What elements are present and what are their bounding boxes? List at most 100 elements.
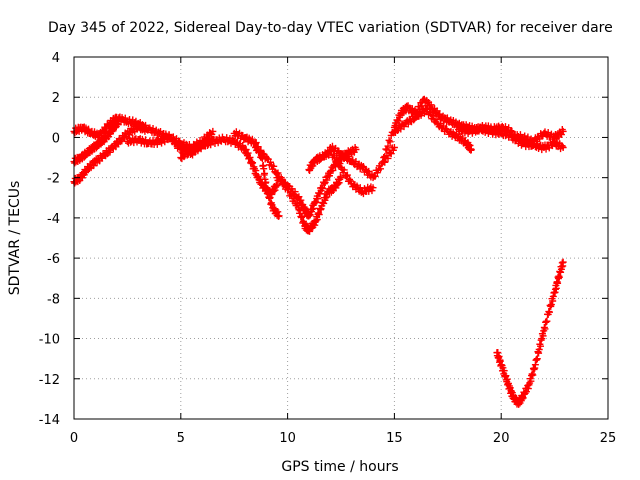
data-point	[343, 171, 351, 179]
data-point	[521, 132, 529, 140]
data-point	[429, 112, 437, 120]
data-point	[336, 160, 344, 168]
data-point	[380, 154, 388, 162]
data-point	[261, 169, 269, 177]
data-point	[529, 371, 537, 379]
data-point	[270, 162, 278, 170]
data-point	[346, 175, 354, 183]
data-point	[259, 150, 267, 158]
satellite-track-15	[493, 258, 567, 408]
x-tick-label: 10	[279, 431, 296, 446]
data-point	[197, 143, 205, 151]
data-point	[323, 176, 331, 184]
x-axis-label: GPS time / hours	[281, 459, 398, 475]
data-point	[543, 317, 551, 325]
data-point	[383, 146, 391, 154]
data-point	[209, 127, 217, 135]
data-point	[559, 144, 567, 151]
data-point	[142, 124, 150, 132]
data-point	[356, 184, 364, 192]
data-point	[291, 188, 299, 196]
y-axis-label: SDTVAR / TECUs	[7, 181, 23, 296]
data-point	[501, 123, 509, 131]
data-point	[248, 135, 256, 143]
data-point	[274, 169, 282, 177]
plot-frame	[73, 56, 609, 420]
x-tick-label: 25	[600, 431, 617, 446]
data-point	[186, 149, 194, 157]
x-tick-label: 15	[386, 431, 403, 446]
y-tick-label: -8	[47, 292, 60, 307]
data-point	[232, 128, 240, 136]
data-point	[386, 138, 394, 146]
y-tick-label: -4	[47, 212, 60, 227]
satellite-track-9	[305, 146, 377, 198]
satellite-track-3	[70, 117, 123, 167]
data-point	[418, 102, 426, 110]
satellite-track-2	[70, 122, 151, 187]
data-point	[559, 127, 567, 135]
data-point	[106, 148, 114, 156]
y-tick-label: -6	[47, 252, 60, 267]
data-point	[559, 258, 567, 266]
satellite-track-8	[273, 143, 360, 220]
data-point	[329, 166, 337, 174]
data-point	[400, 123, 408, 131]
data-point	[384, 142, 392, 150]
data-point	[249, 159, 257, 167]
data-point	[542, 145, 550, 153]
data-point	[377, 165, 385, 173]
data-point	[467, 146, 475, 154]
data-point	[369, 184, 377, 192]
data-point	[558, 142, 566, 150]
grid-lines	[74, 57, 608, 419]
data-point	[340, 166, 348, 174]
y-tick-label: -2	[47, 172, 60, 187]
data-point	[545, 308, 553, 316]
data-point	[142, 136, 150, 144]
data-point	[381, 152, 389, 160]
data-point	[315, 211, 323, 219]
satellite-track-14	[508, 132, 567, 154]
data-point	[273, 182, 281, 190]
y-tick-label: -14	[39, 413, 60, 428]
data-point	[381, 158, 389, 166]
data-point	[275, 212, 283, 220]
data-point	[544, 129, 552, 137]
y-tick-label: -12	[39, 373, 60, 388]
data-point	[432, 115, 440, 123]
data-point	[166, 133, 174, 141]
satellite-track-12	[390, 104, 475, 154]
data-point	[254, 143, 262, 151]
x-tick-label: 0	[70, 431, 78, 446]
x-tick-label: 20	[493, 431, 510, 446]
data-point	[390, 144, 398, 151]
data-point	[115, 117, 123, 125]
data-point	[385, 136, 393, 144]
data-point	[319, 184, 327, 192]
data-point	[143, 125, 151, 133]
data-point	[537, 342, 545, 350]
data-point	[158, 139, 166, 147]
data-point	[337, 174, 345, 182]
data-point	[173, 139, 181, 147]
data-point	[554, 279, 562, 287]
data-point	[390, 127, 398, 135]
y-tick-label: -10	[39, 333, 60, 348]
data-point	[239, 141, 247, 149]
series-layer	[70, 95, 567, 408]
data-point	[266, 194, 274, 202]
data-point	[320, 180, 328, 188]
satellite-track-10	[326, 142, 398, 182]
y-tick-label: 4	[52, 51, 60, 66]
data-point	[264, 187, 272, 195]
data-point	[177, 154, 185, 162]
data-point	[526, 138, 534, 146]
data-point	[424, 105, 432, 113]
data-point	[169, 135, 177, 143]
chart-title: Day 345 of 2022, Sidereal Day-to-day VTE…	[48, 20, 613, 36]
data-point	[298, 213, 306, 221]
y-tick-label: 0	[52, 131, 60, 146]
